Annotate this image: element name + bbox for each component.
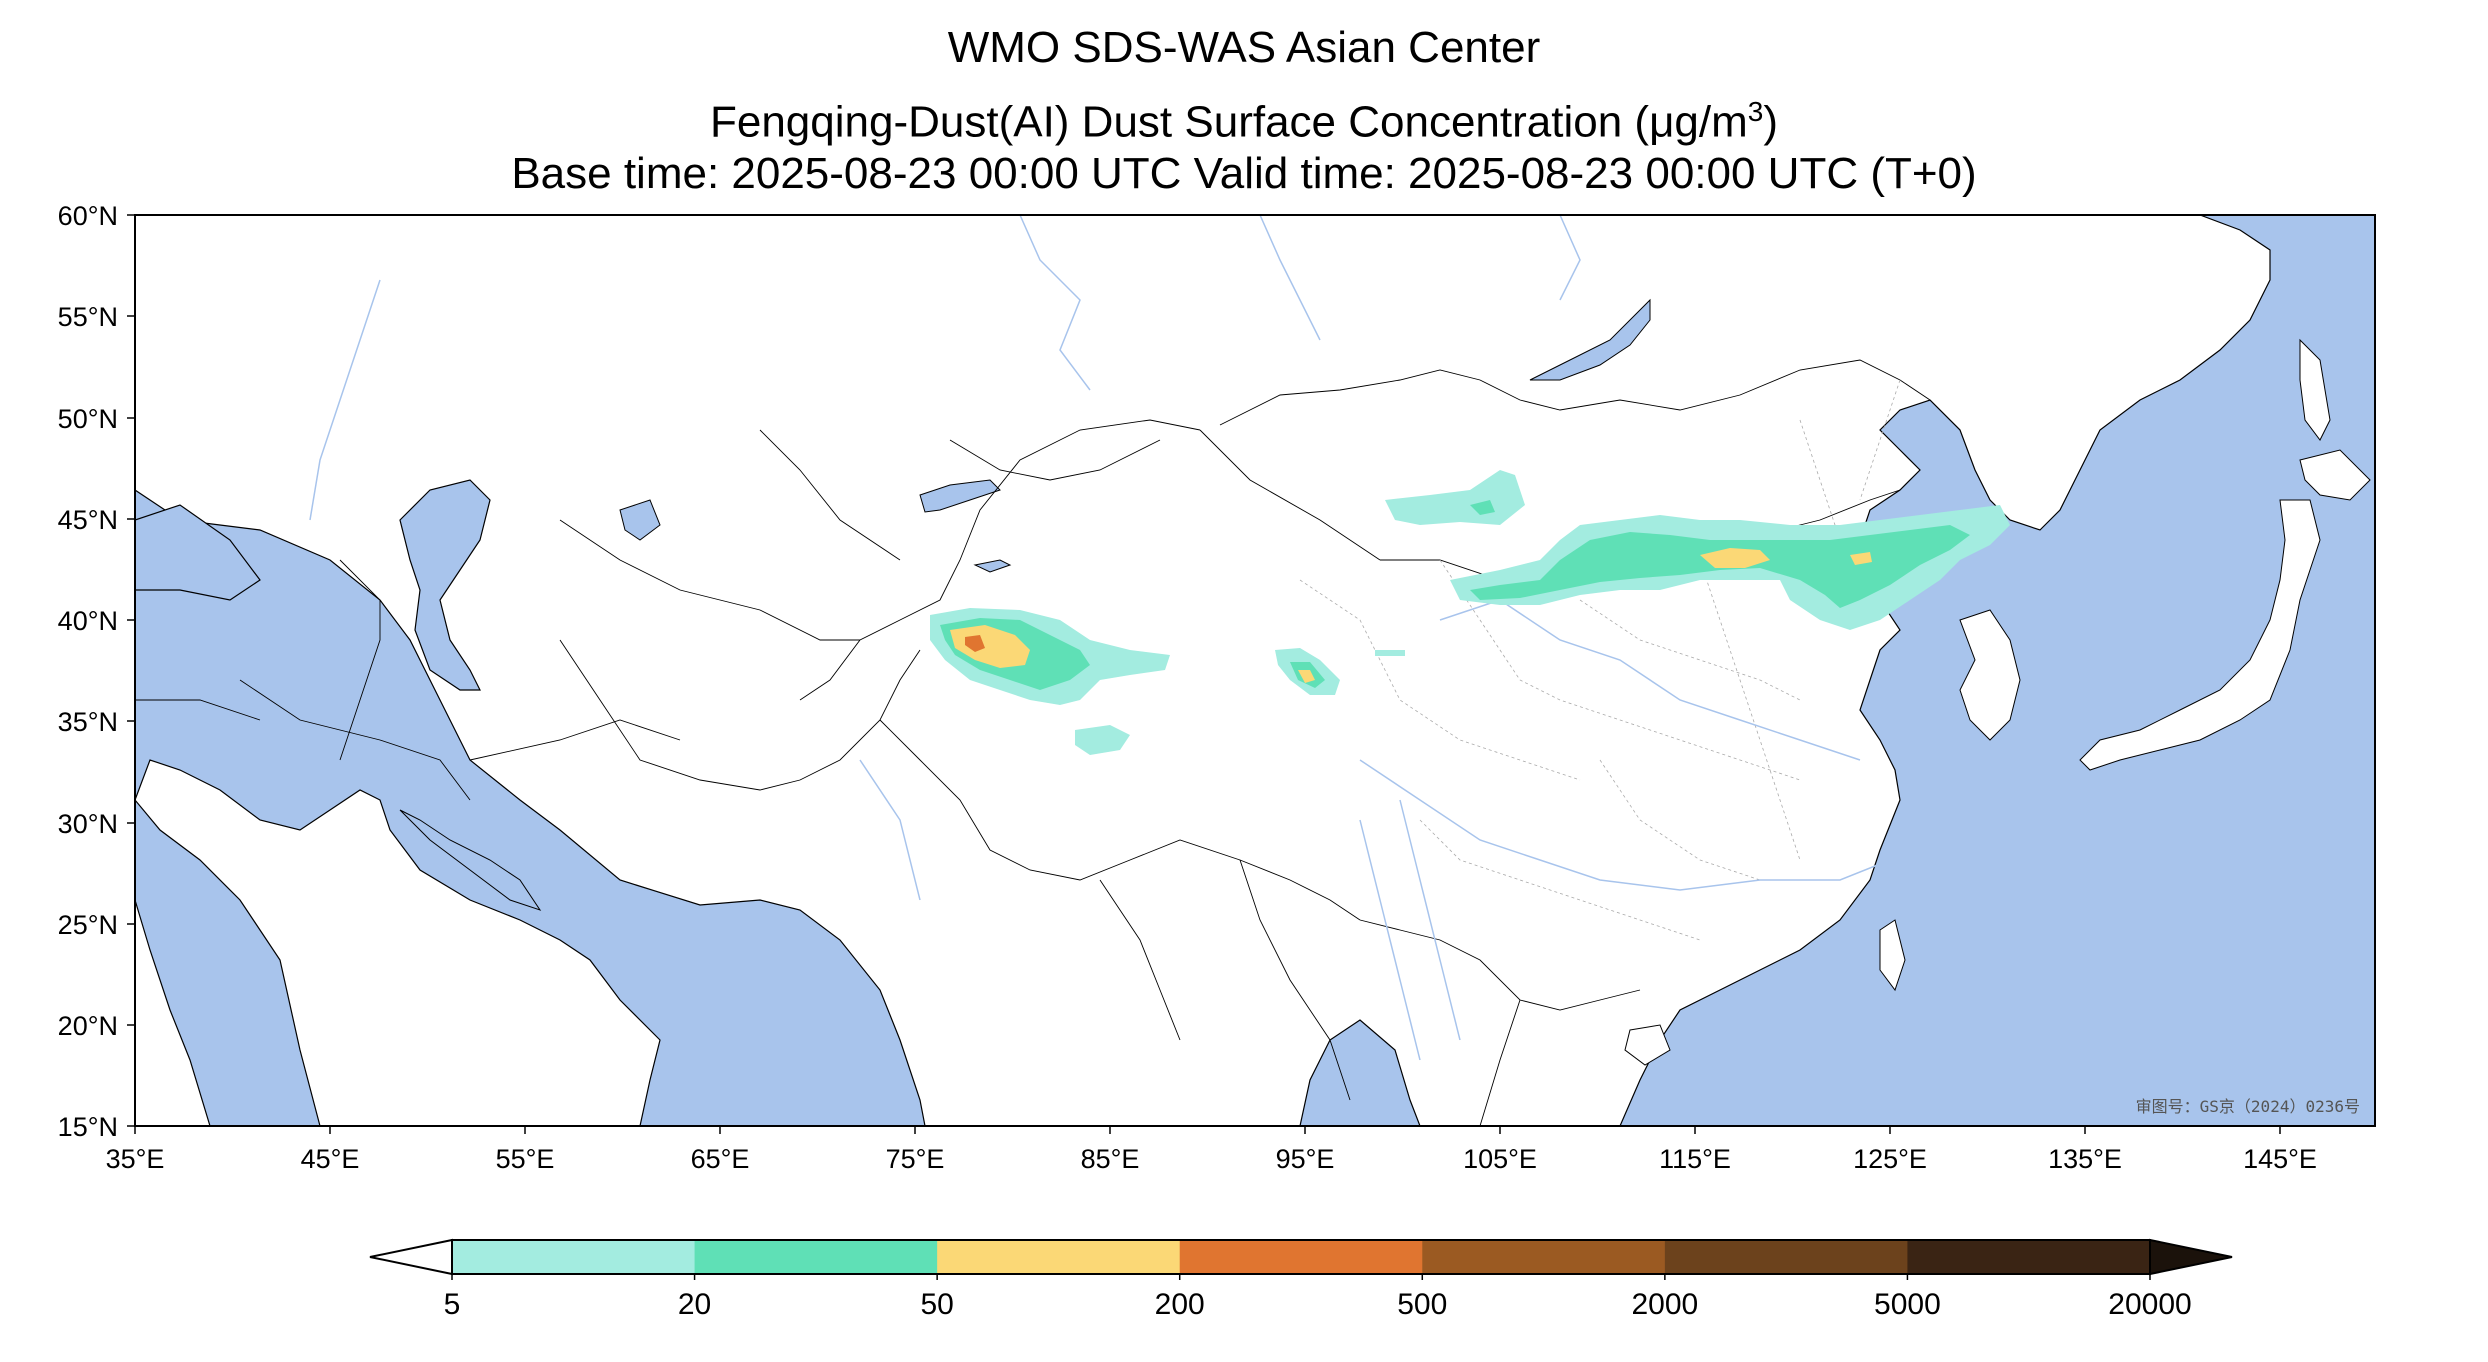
lon-label: 95°E <box>1276 1144 1335 1174</box>
colorbar-label: 200 <box>1155 1288 1205 1321</box>
eurasia-land <box>135 215 2271 1126</box>
lon-label: 125°E <box>1853 1144 1927 1174</box>
japan-islands <box>2079 499 2321 771</box>
title-line-2-suffix: ) <box>1763 97 1779 147</box>
rivers <box>309 215 1891 1061</box>
dust-tarim-level-4 <box>965 635 985 652</box>
lon-label: 75°E <box>886 1144 945 1174</box>
review-stamp: 审图号：GS京（2024）0236号 <box>2136 1097 2360 1116</box>
title-line-2-prefix: Fengqing-Dust(AI) Dust Surface Concentra… <box>709 97 1650 147</box>
title-unit-sup: 3 <box>1747 96 1764 127</box>
map-frame <box>134 214 2376 1127</box>
lat-label: 40°N <box>58 606 118 636</box>
lat-label: 45°N <box>58 505 118 535</box>
lon-label: 145°E <box>2243 1144 2317 1174</box>
colorbar-label: 500 <box>1397 1288 1447 1321</box>
dust-central-belt-level-3 <box>1700 548 1770 568</box>
colorbar-segment <box>1907 1240 2151 1274</box>
lon-ticks <box>134 1126 2281 1134</box>
title-unit: μg/m <box>1649 97 1748 147</box>
lon-label: 135°E <box>2048 1144 2122 1174</box>
hainan-island <box>1624 1024 1671 1066</box>
dust-contours <box>930 470 2010 755</box>
lon-label: 105°E <box>1463 1144 1537 1174</box>
lake-balkhash <box>919 479 1001 513</box>
colorbar-under-arrow <box>369 1238 453 1276</box>
colorbar-segment <box>1422 1240 1666 1274</box>
lon-label: 115°E <box>1659 1144 1731 1174</box>
lake-baikal <box>1529 298 1651 381</box>
lat-label: 35°N <box>58 707 118 737</box>
lat-label: 60°N <box>58 201 118 231</box>
colorbar-segment <box>452 1240 696 1274</box>
lon-label: 45°E <box>301 1144 360 1174</box>
dust-qaidam-level-3 <box>1298 670 1315 683</box>
colorbar-label: 20 <box>678 1288 711 1321</box>
colorbar-label: 5 <box>444 1288 461 1321</box>
lon-label: 85°E <box>1081 1144 1140 1174</box>
colorbar-segment <box>937 1240 1181 1274</box>
black-sea <box>135 504 261 601</box>
colorbar-segment <box>1664 1240 1908 1274</box>
lat-label: 55°N <box>58 302 118 332</box>
persian-gulf <box>399 809 542 911</box>
caspian-sea <box>399 479 491 691</box>
colorbar-over-arrow <box>2149 1238 2233 1276</box>
dust-west-gobi-level-2 <box>1470 500 1495 515</box>
dust-tarim-level-3 <box>950 625 1030 668</box>
colorbar-labels: 5 20 50 200 500 2000 5000 20000 <box>444 1274 2192 1321</box>
lat-label: 15°N <box>58 1112 118 1142</box>
aral-sea <box>619 499 661 541</box>
lon-label: 55°E <box>496 1144 555 1174</box>
korea-peninsula <box>1959 609 2021 741</box>
lat-label: 50°N <box>58 404 118 434</box>
colorbar-segments <box>452 1240 2151 1274</box>
dust-west-tibet-level-1 <box>1075 725 1130 755</box>
country-borders <box>135 359 1961 1126</box>
colorbar-label: 2000 <box>1631 1288 1698 1321</box>
taiwan-island <box>1879 919 1906 992</box>
title-line-2: Fengqing-Dust(AI) Dust Surface Concentra… <box>0 86 2488 149</box>
lon-label: 65°E <box>691 1144 750 1174</box>
lat-label: 30°N <box>58 809 118 839</box>
lat-labels: 60°N 55°N 50°N 45°N 40°N 35°N 30°N 25°N … <box>58 201 118 1142</box>
lat-ticks <box>127 214 135 1127</box>
lon-label: 35°E <box>106 1144 165 1174</box>
lake-issyk-kul <box>973 559 1012 573</box>
sakhalin-island <box>2299 338 2331 441</box>
lat-label: 25°N <box>58 910 118 940</box>
title-line-1: WMO SDS-WAS Asian Center <box>947 23 1541 72</box>
lon-labels: 35°E 45°E 55°E 65°E 75°E 85°E 95°E 105°E… <box>106 1144 2317 1174</box>
africa-corner <box>135 899 211 1126</box>
dust-small-1 <box>1375 650 1405 656</box>
colorbar-frame <box>451 1239 2151 1275</box>
colorbar-segment <box>1179 1240 1423 1274</box>
colorbar-label: 20000 <box>2108 1288 2191 1321</box>
title-line-3: Base time: 2025-08-23 00:00 UTC Valid ti… <box>511 149 1977 198</box>
colorbar-label: 5000 <box>1874 1288 1941 1321</box>
lat-label: 20°N <box>58 1011 118 1041</box>
dust-central-belt-level-3b <box>1850 552 1872 565</box>
hokkaido-island <box>2299 449 2371 501</box>
colorbar-label: 50 <box>920 1288 953 1321</box>
colorbar-segment <box>694 1240 938 1274</box>
arabian-peninsula <box>135 759 661 1126</box>
